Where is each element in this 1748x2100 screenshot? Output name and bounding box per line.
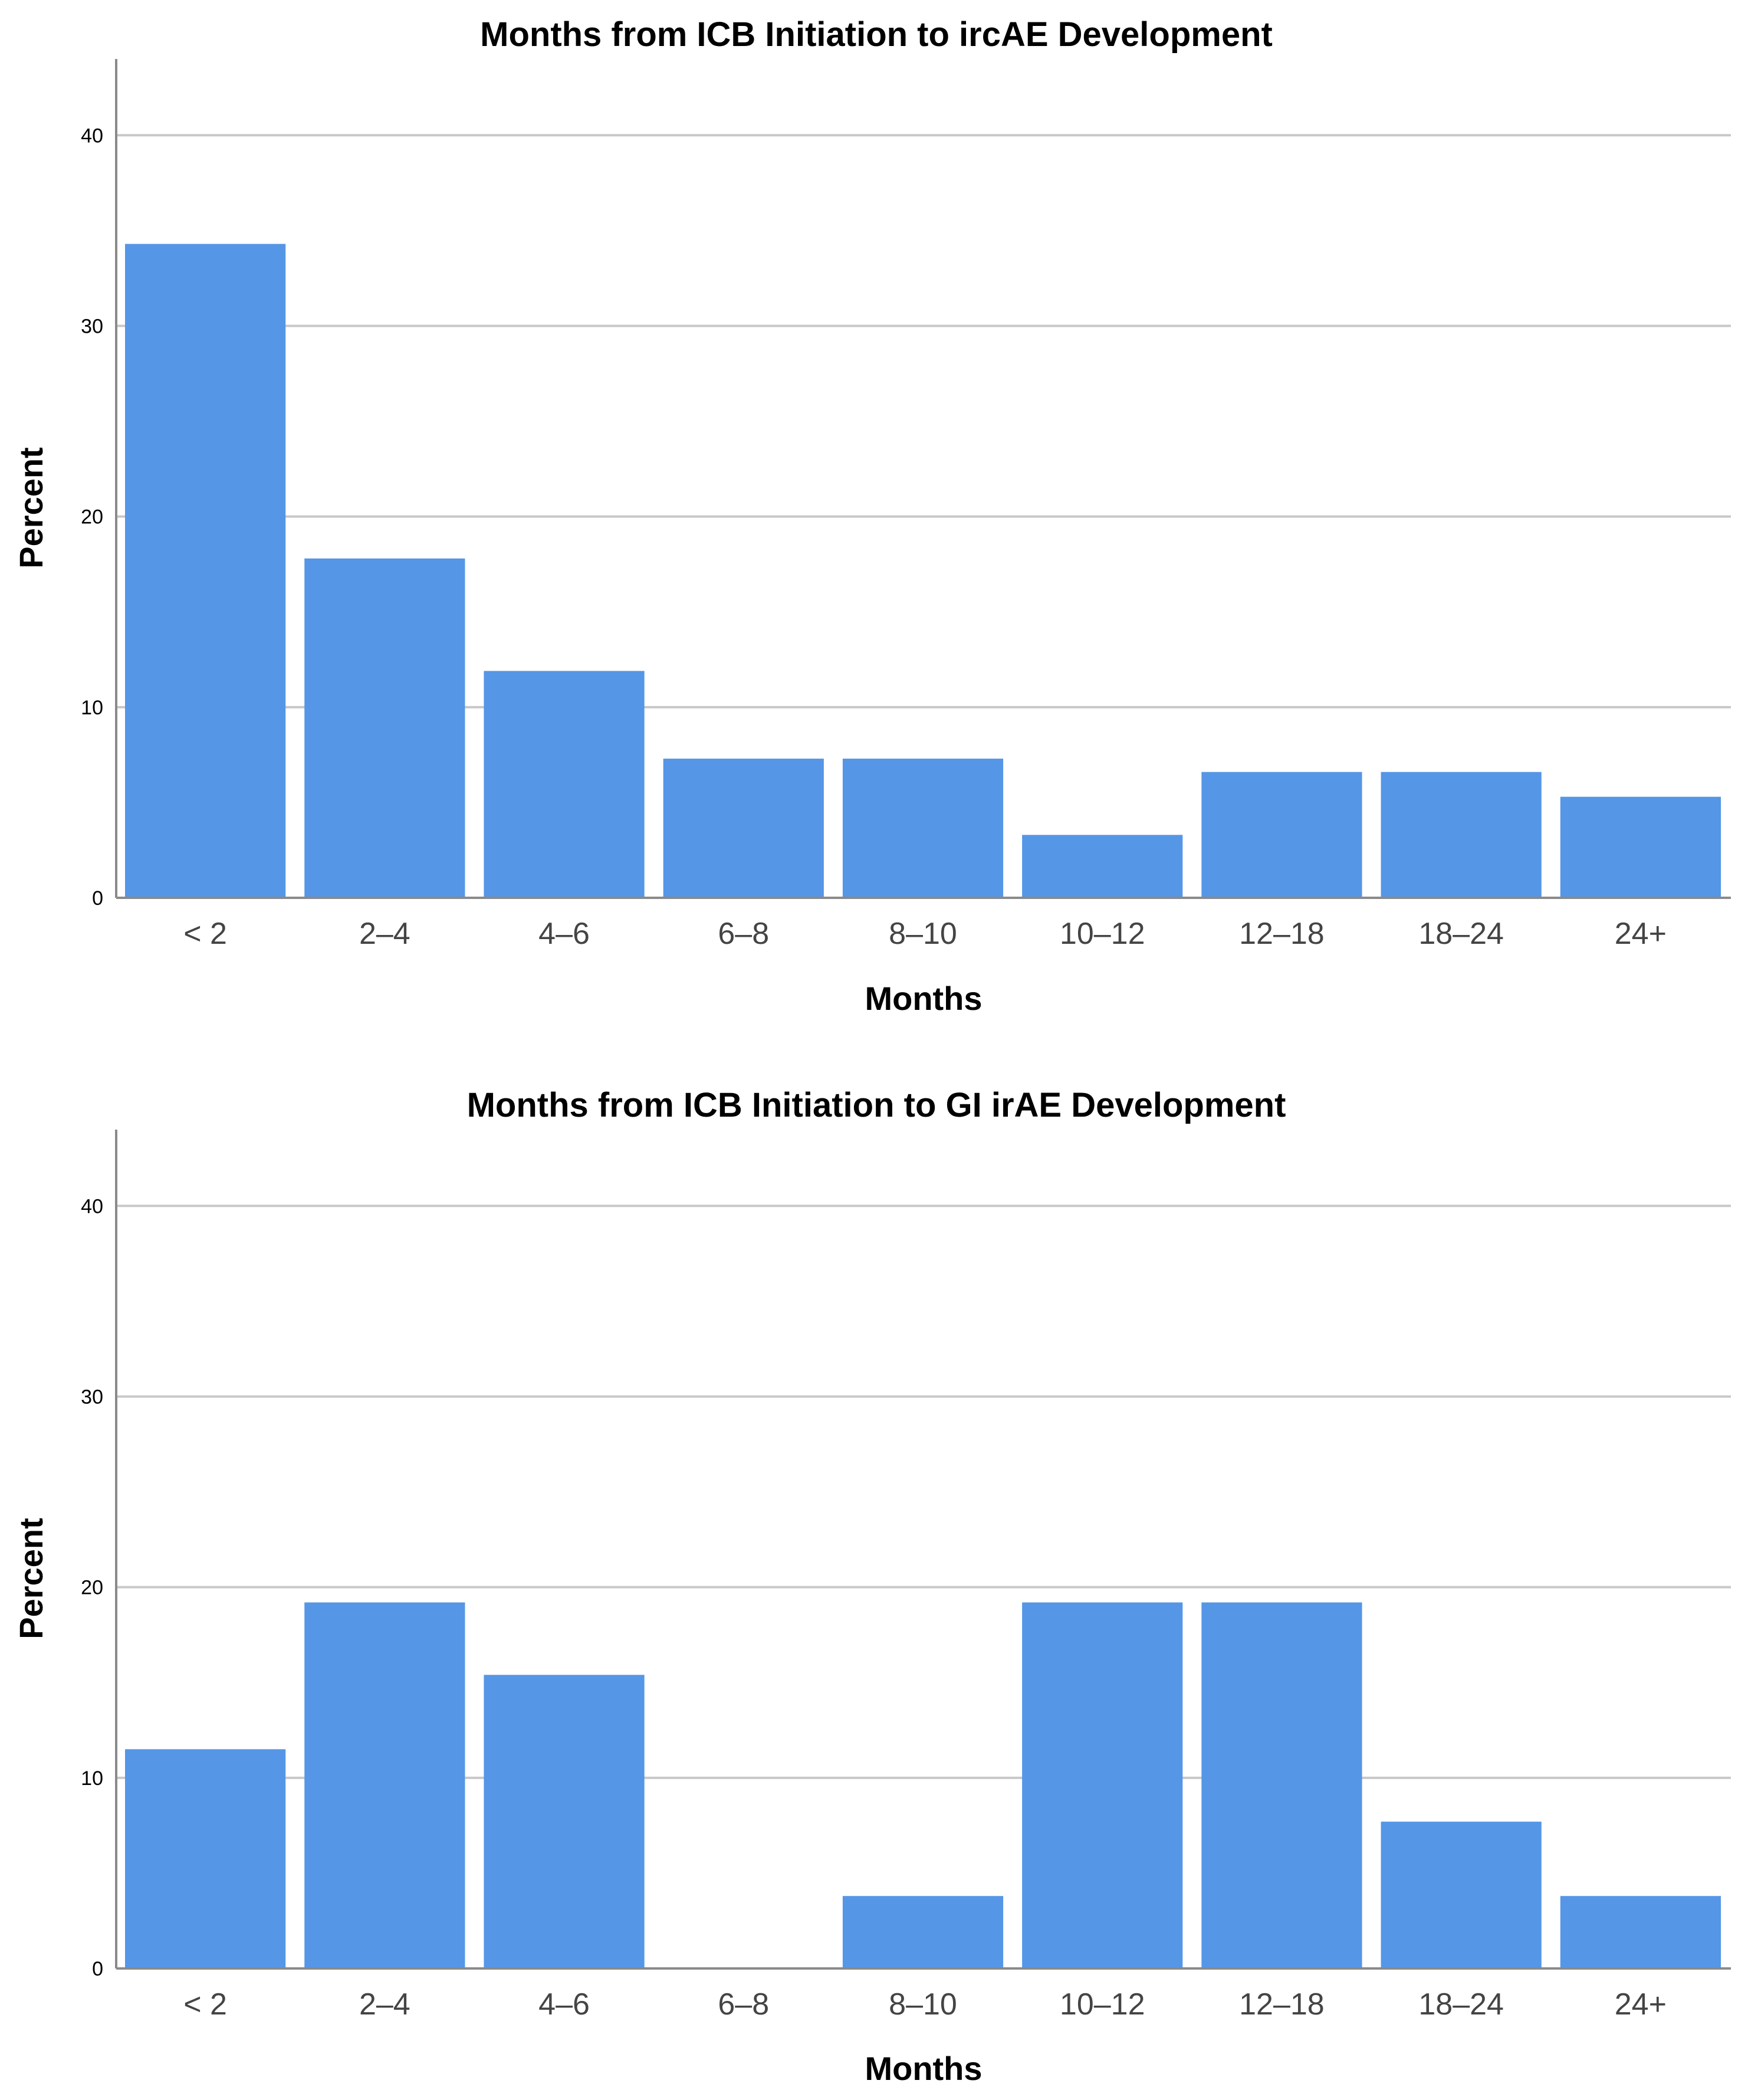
bar	[1381, 1822, 1542, 1968]
bar	[484, 1675, 645, 1968]
bar	[842, 759, 1004, 898]
x-tick-label: 4–6	[538, 917, 590, 951]
x-tick-label: 24+	[1615, 917, 1667, 951]
x-tick-label: 12–18	[1239, 1987, 1325, 2022]
bar	[1022, 1602, 1183, 1968]
x-tick-label: 8–10	[889, 917, 957, 951]
x-tick-label: 18–24	[1418, 917, 1504, 951]
bar	[842, 1896, 1004, 1968]
y-tick-label: 20	[81, 1577, 103, 1599]
x-tick-label: 8–10	[889, 1987, 957, 2022]
chart-gi-irae: Months from ICB Initiation to GI irAE De…	[12, 1086, 1731, 2087]
x-axis-title: Months	[865, 980, 982, 1017]
bar	[125, 244, 286, 898]
x-axis-title: Months	[865, 2050, 982, 2087]
x-tick-label: 6–8	[718, 917, 769, 951]
bar	[304, 1602, 465, 1968]
y-tick-label: 30	[81, 1386, 103, 1408]
x-tick-label: < 2	[183, 917, 227, 951]
y-tick-label: 40	[81, 124, 103, 147]
y-tick-label: 10	[81, 1767, 103, 1790]
bar	[304, 558, 465, 898]
x-tick-label: < 2	[183, 1987, 227, 2022]
y-tick-label: 20	[81, 506, 103, 529]
bar	[1201, 772, 1362, 898]
chart-ircae: Months from ICB Initiation to ircAE Deve…	[12, 15, 1731, 1017]
chart-title: Months from ICB Initiation to ircAE Deve…	[480, 15, 1273, 54]
y-tick-label: 10	[81, 697, 103, 719]
x-tick-label: 2–4	[359, 917, 410, 951]
bar	[1560, 1896, 1721, 1968]
bar	[1201, 1602, 1362, 1968]
y-axis-title: Percent	[12, 447, 50, 568]
bar	[1560, 796, 1721, 898]
x-tick-label: 4–6	[538, 1987, 590, 2022]
x-tick-label: 24+	[1615, 1987, 1667, 2022]
y-tick-label: 30	[81, 315, 103, 337]
x-tick-label: 18–24	[1418, 1987, 1504, 2022]
y-tick-label: 40	[81, 1195, 103, 1218]
y-tick-label: 0	[92, 887, 103, 910]
x-tick-label: 12–18	[1239, 917, 1325, 951]
bar	[484, 671, 645, 898]
y-axis-title: Percent	[12, 1518, 50, 1639]
chart-title: Months from ICB Initiation to GI irAE De…	[467, 1086, 1286, 1124]
x-tick-label: 6–8	[718, 1987, 769, 2022]
y-tick-label: 0	[92, 1958, 103, 1980]
bar	[1381, 772, 1542, 898]
bar	[1022, 835, 1183, 898]
bar	[663, 759, 824, 898]
x-tick-label: 10–12	[1060, 1987, 1145, 2022]
bar	[125, 1749, 286, 1968]
x-tick-label: 2–4	[359, 1987, 410, 2022]
x-tick-label: 10–12	[1060, 917, 1145, 951]
